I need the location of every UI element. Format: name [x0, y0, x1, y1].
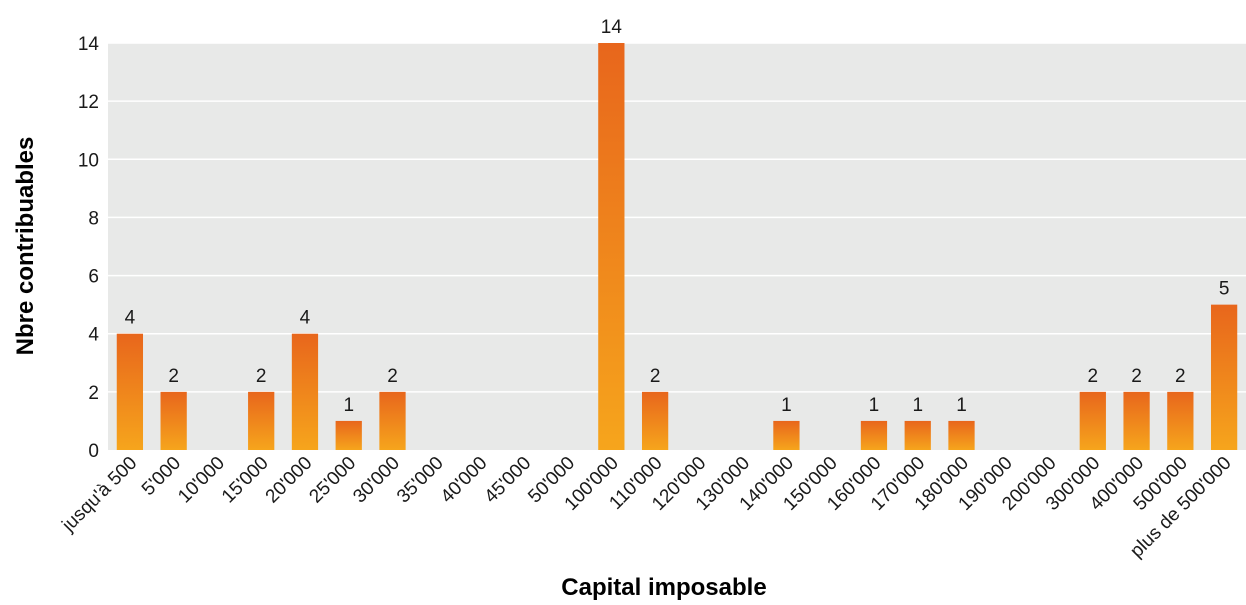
- y-tick-label: 14: [78, 34, 100, 55]
- bar: [1123, 391, 1150, 450]
- bar-value-label: 1: [912, 395, 923, 416]
- bar: [773, 420, 800, 450]
- bar: [948, 420, 975, 450]
- bar: [160, 391, 187, 450]
- x-tick-label: 40'000: [437, 453, 492, 508]
- bar-value-label: 2: [387, 366, 398, 387]
- bar-value-label: 2: [1088, 366, 1099, 387]
- y-tick-label: 4: [88, 325, 99, 346]
- bar: [1167, 391, 1194, 450]
- bar: [598, 43, 625, 450]
- bar: [335, 420, 362, 450]
- bar-value-label: 2: [1175, 366, 1186, 387]
- y-tick-label: 6: [88, 267, 99, 288]
- x-tick-label: 35'000: [393, 453, 448, 508]
- bar-value-label: 1: [869, 395, 880, 416]
- bar-value-label: 2: [650, 366, 661, 387]
- x-tick-label: 20'000: [262, 453, 317, 508]
- bar: [641, 391, 669, 450]
- x-axis-ticks: jusqu'à 5005'00010'00015'00020'00025'000…: [58, 453, 1236, 562]
- y-tick-label: 0: [88, 441, 99, 462]
- y-axis-title: Nbre contribuables: [12, 137, 39, 356]
- bar: [1079, 391, 1106, 450]
- bar-value-label: 1: [343, 395, 354, 416]
- x-axis-title: Capital imposable: [561, 574, 766, 601]
- bar: [291, 333, 319, 450]
- bar: [1210, 304, 1238, 450]
- y-axis-ticks: 0 2 4 6 8 10 12 14: [78, 34, 100, 462]
- y-tick-label: 2: [88, 383, 99, 404]
- x-tick-label: 25'000: [305, 453, 360, 508]
- y-tick-label: 12: [78, 92, 99, 113]
- bar-value-label: 4: [125, 308, 136, 329]
- bar: [860, 420, 888, 450]
- bar-value-label: 5: [1219, 279, 1230, 300]
- x-tick-label: 15'000: [218, 453, 273, 508]
- plot-area: [108, 43, 1246, 450]
- bar-value-label: 1: [781, 395, 792, 416]
- bar-value-label: 1: [956, 395, 967, 416]
- bar-value-label: 2: [1131, 366, 1142, 387]
- x-tick-label: 45'000: [481, 453, 536, 508]
- x-tick-label: 10'000: [174, 453, 229, 508]
- bar-value-label: 2: [168, 366, 179, 387]
- bars: 4 2 2 4 1 2 14 2 1 1 1 1 2 2 2 5: [116, 17, 1238, 450]
- y-tick-label: 8: [88, 208, 99, 229]
- bar: [904, 420, 931, 450]
- y-tick-label: 10: [78, 150, 99, 171]
- x-tick-label: jusqu'à 500: [58, 453, 142, 537]
- bar: [379, 391, 406, 450]
- bar-value-label: 4: [300, 308, 311, 329]
- bar-value-label: 14: [601, 17, 623, 38]
- bar: [248, 391, 275, 450]
- x-tick-label: 30'000: [349, 453, 404, 508]
- bar: [116, 333, 144, 450]
- bar-value-label: 2: [256, 366, 267, 387]
